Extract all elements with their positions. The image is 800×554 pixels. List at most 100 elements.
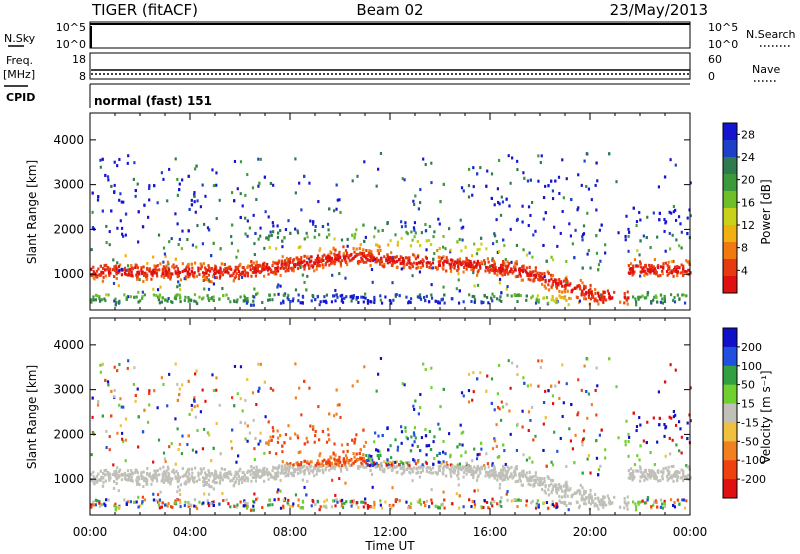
power-cell (686, 216, 689, 220)
power-cell (390, 251, 393, 255)
power-cell (152, 293, 156, 297)
power-cell (359, 251, 362, 255)
power-cell (510, 260, 513, 264)
velocity-cell (480, 447, 483, 451)
power-cell (471, 254, 474, 258)
power-cell (258, 263, 261, 267)
power-cell (230, 241, 234, 245)
power-cell (232, 279, 235, 283)
power-cell (425, 294, 428, 298)
power-cell (438, 262, 441, 266)
velocity-cell (164, 503, 167, 507)
velocity-cell (193, 498, 197, 502)
velocity-cell (315, 472, 318, 476)
velocity-cell (421, 467, 424, 471)
power-cell (193, 293, 197, 297)
power-cell (488, 270, 491, 274)
velocity-cell (418, 500, 421, 504)
velocity-cell (577, 411, 580, 415)
velocity-cell (296, 468, 299, 472)
power-cell (404, 224, 407, 228)
velocity-cell (565, 503, 568, 507)
velocity-cell (442, 439, 445, 443)
power-cell (422, 295, 426, 299)
power-cell (362, 295, 365, 299)
power-cell (437, 301, 440, 305)
power-cell (661, 301, 665, 305)
velocity-cell (99, 370, 102, 374)
velocity-cell (211, 373, 214, 377)
velocity-cell (565, 382, 568, 386)
power-cell (294, 157, 297, 161)
velocity-cell (253, 500, 256, 504)
velocity-cell (563, 502, 566, 506)
velocity-cell (179, 493, 182, 497)
power-cell (184, 275, 187, 279)
velocity-cell (333, 462, 337, 466)
power-cell (533, 273, 536, 277)
power-cell (648, 265, 652, 269)
velocity-cell (489, 469, 492, 473)
velocity-cell (462, 505, 465, 509)
velocity-cell (646, 420, 649, 424)
velocity-cell (494, 470, 497, 474)
cpid-strip: CPID normal (fast) 151 (4, 83, 690, 108)
velocity-cell (492, 474, 495, 478)
power-cell (676, 274, 679, 278)
power-cell (537, 300, 540, 304)
power-cell (331, 273, 334, 277)
velocity-cell (338, 455, 341, 459)
power-cell (412, 226, 416, 230)
power-cell (261, 264, 264, 268)
power-cell (532, 277, 536, 281)
power-cell (247, 264, 250, 268)
power-cell (325, 235, 329, 239)
power-cell (103, 264, 106, 268)
velocity-cell (531, 460, 534, 464)
power-cell (116, 226, 119, 230)
power-cell (352, 256, 355, 260)
power-cell (495, 239, 498, 243)
velocity-cell (400, 425, 403, 429)
power-cell (465, 262, 468, 266)
velocity-cell (228, 470, 232, 474)
cpid-label: CPID (6, 91, 35, 104)
colorbar-tick-label: 12 (741, 219, 755, 232)
velocity-cell (366, 462, 369, 466)
power-cell (116, 164, 119, 168)
velocity-cell (204, 473, 208, 477)
velocity-cell (115, 477, 118, 481)
velocity-cell (600, 428, 603, 432)
power-cell (462, 300, 465, 304)
power-cell (676, 271, 679, 275)
power-cell (539, 271, 542, 275)
power-cell (292, 266, 295, 270)
power-cell (332, 294, 335, 298)
power-cell (454, 260, 457, 264)
power-cell (527, 277, 530, 281)
power-cell (625, 214, 628, 218)
power-cell (289, 257, 292, 261)
power-cell (98, 296, 101, 300)
power-cell (210, 297, 213, 301)
velocity-cell (405, 467, 408, 471)
power-cell (404, 256, 407, 260)
power-cell (527, 205, 531, 209)
power-cell (248, 226, 251, 230)
velocity-cell (237, 475, 240, 479)
power-cell (539, 160, 542, 164)
velocity-cell (196, 429, 199, 433)
velocity-cell (668, 415, 671, 419)
colorbar-swatch (723, 208, 737, 226)
velocity-cell (392, 503, 395, 507)
velocity-cell (230, 440, 233, 444)
power-cell (490, 296, 493, 300)
velocity-cell (263, 479, 266, 483)
velocity-cell (428, 466, 431, 470)
power-cell (348, 259, 351, 263)
power-cell (439, 200, 442, 204)
velocity-cell (294, 396, 297, 400)
velocity-cell (476, 478, 479, 482)
power-cell (472, 271, 475, 275)
